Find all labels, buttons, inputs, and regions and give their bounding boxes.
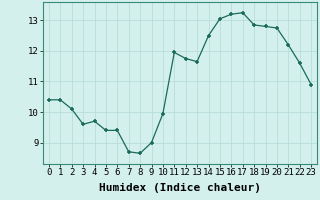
- X-axis label: Humidex (Indice chaleur): Humidex (Indice chaleur): [99, 183, 261, 193]
